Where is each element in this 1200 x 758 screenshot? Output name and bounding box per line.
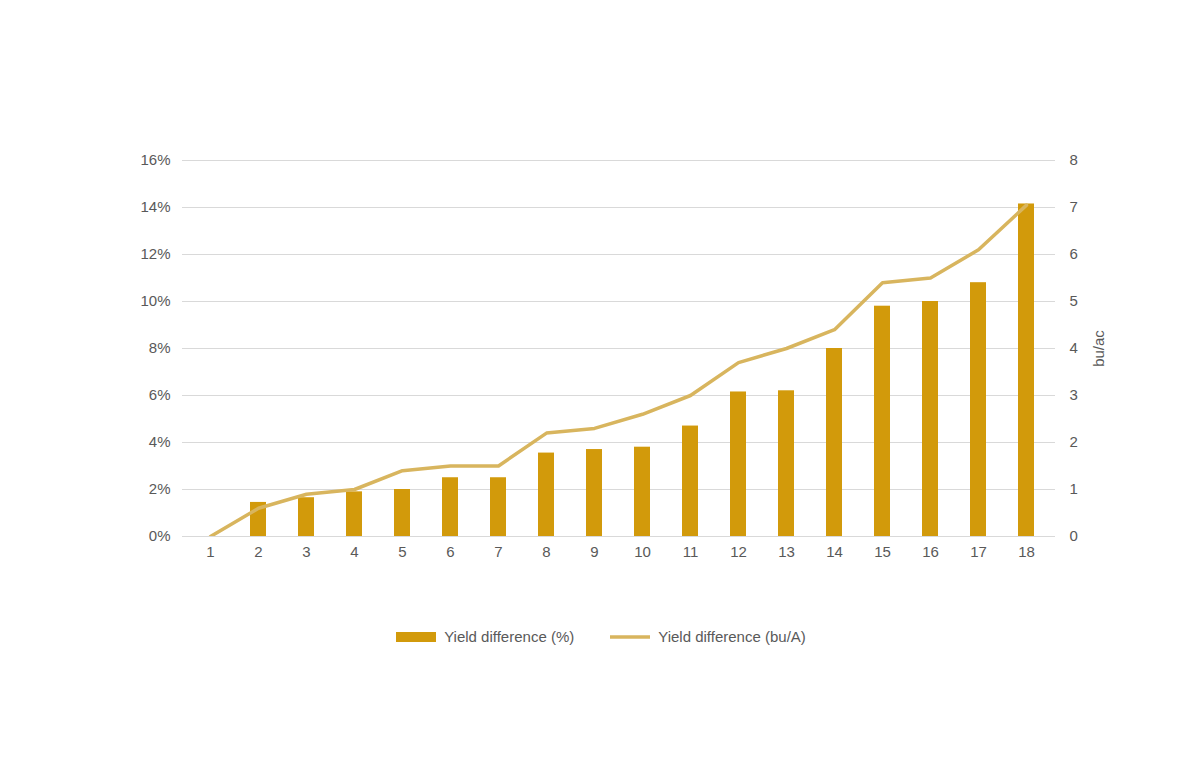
svg-text:15: 15 xyxy=(874,543,891,560)
svg-text:10: 10 xyxy=(634,543,651,560)
svg-text:3: 3 xyxy=(302,543,310,560)
svg-text:2%: 2% xyxy=(149,480,171,497)
svg-text:17: 17 xyxy=(970,543,987,560)
svg-text:16%: 16% xyxy=(140,151,170,168)
svg-text:1: 1 xyxy=(206,543,214,560)
svg-text:8%: 8% xyxy=(149,339,171,356)
svg-text:0: 0 xyxy=(1070,527,1078,544)
svg-text:2: 2 xyxy=(254,543,262,560)
svg-text:13: 13 xyxy=(778,543,795,560)
svg-text:3: 3 xyxy=(1070,386,1078,403)
svg-text:bu/ac: bu/ac xyxy=(1090,330,1107,367)
svg-text:14%: 14% xyxy=(140,198,170,215)
svg-text:8: 8 xyxy=(1070,151,1078,168)
svg-text:2: 2 xyxy=(1070,433,1078,450)
svg-text:7: 7 xyxy=(494,543,502,560)
svg-text:7: 7 xyxy=(1070,198,1078,215)
svg-text:6%: 6% xyxy=(149,386,171,403)
svg-text:5: 5 xyxy=(1070,292,1078,309)
svg-text:5: 5 xyxy=(398,543,406,560)
svg-text:14: 14 xyxy=(826,543,843,560)
svg-text:4%: 4% xyxy=(149,433,171,450)
html-text:Yield difference (%): Yield difference (%) xyxy=(444,628,575,645)
svg-text:8: 8 xyxy=(542,543,550,560)
svg-text:4: 4 xyxy=(1070,339,1078,356)
svg-text:6: 6 xyxy=(446,543,454,560)
svg-text:4: 4 xyxy=(350,543,358,560)
html-text:Yield difference (bu/A): Yield difference (bu/A) xyxy=(658,628,806,645)
svg-text:1: 1 xyxy=(1070,480,1078,497)
svg-text:11: 11 xyxy=(683,543,699,560)
svg-text:6: 6 xyxy=(1070,245,1078,262)
svg-text:18: 18 xyxy=(1018,543,1035,560)
svg-text:10%: 10% xyxy=(140,292,170,309)
svg-text:12%: 12% xyxy=(140,245,170,262)
svg-text:0%: 0% xyxy=(149,527,171,544)
svg-text:12: 12 xyxy=(730,543,747,560)
svg-text:9: 9 xyxy=(590,543,598,560)
svg-text:16: 16 xyxy=(922,543,939,560)
